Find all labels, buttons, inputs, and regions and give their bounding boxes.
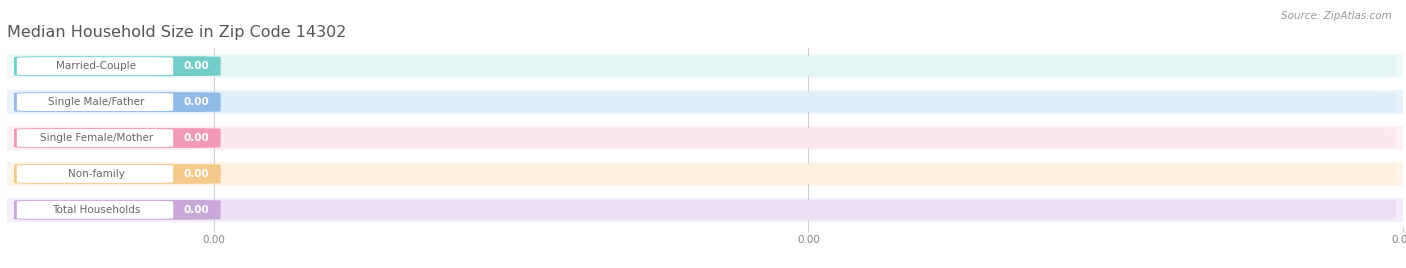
Text: 0.00: 0.00 — [184, 97, 209, 107]
FancyBboxPatch shape — [14, 92, 221, 112]
FancyBboxPatch shape — [7, 162, 1403, 186]
Text: Total Households: Total Households — [52, 205, 141, 215]
FancyBboxPatch shape — [17, 129, 173, 147]
Text: Median Household Size in Zip Code 14302: Median Household Size in Zip Code 14302 — [7, 25, 346, 40]
Text: Single Male/Father: Single Male/Father — [48, 97, 145, 107]
FancyBboxPatch shape — [14, 56, 221, 76]
FancyBboxPatch shape — [14, 200, 1396, 220]
Text: 0.00: 0.00 — [184, 133, 209, 143]
FancyBboxPatch shape — [7, 54, 1403, 78]
Text: Source: ZipAtlas.com: Source: ZipAtlas.com — [1281, 11, 1392, 21]
FancyBboxPatch shape — [17, 165, 173, 183]
Text: Non-family: Non-family — [67, 169, 125, 179]
Text: Single Female/Mother: Single Female/Mother — [39, 133, 153, 143]
FancyBboxPatch shape — [7, 198, 1403, 222]
FancyBboxPatch shape — [14, 200, 221, 220]
FancyBboxPatch shape — [7, 126, 1403, 150]
FancyBboxPatch shape — [14, 128, 1396, 148]
FancyBboxPatch shape — [17, 57, 173, 75]
FancyBboxPatch shape — [14, 56, 1396, 76]
FancyBboxPatch shape — [17, 93, 173, 111]
FancyBboxPatch shape — [14, 128, 221, 148]
Text: 0.00: 0.00 — [184, 61, 209, 71]
Text: Married-Couple: Married-Couple — [56, 61, 136, 71]
FancyBboxPatch shape — [17, 201, 173, 219]
FancyBboxPatch shape — [14, 164, 1396, 184]
Text: 0.00: 0.00 — [184, 205, 209, 215]
FancyBboxPatch shape — [7, 90, 1403, 114]
FancyBboxPatch shape — [14, 164, 221, 184]
Text: 0.00: 0.00 — [184, 169, 209, 179]
FancyBboxPatch shape — [14, 92, 1396, 112]
